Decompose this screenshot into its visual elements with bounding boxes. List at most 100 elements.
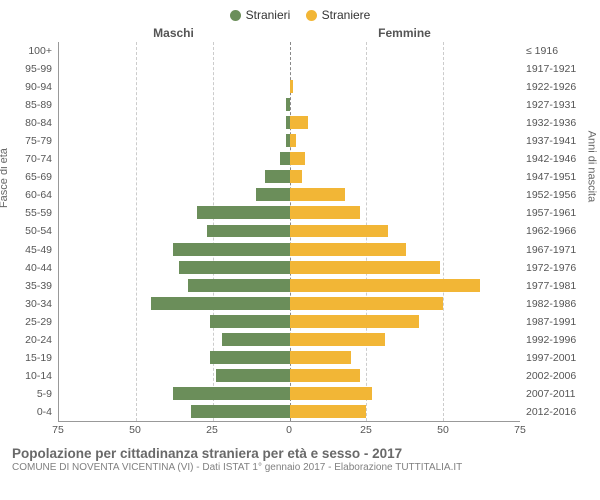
- x-tick-label: 25: [360, 424, 372, 436]
- swatch-female: [306, 10, 317, 21]
- bar-female: [290, 369, 361, 382]
- bar-female: [290, 225, 388, 238]
- bar-male: [210, 351, 290, 364]
- bar-row: [59, 96, 520, 114]
- bar-female: [290, 206, 361, 219]
- bar-row: [59, 114, 520, 132]
- bar-row: [59, 132, 520, 150]
- bar-male: [207, 225, 290, 238]
- bar-male: [173, 243, 290, 256]
- legend-label-female: Straniere: [322, 8, 371, 22]
- bar-row: [59, 402, 520, 420]
- birth-year-label: 1967-1971: [526, 244, 590, 256]
- bar-male: [151, 297, 289, 310]
- bar-male: [256, 188, 290, 201]
- x-tick-label: 50: [437, 424, 449, 436]
- age-label: 60-64: [10, 189, 52, 201]
- bar-female: [290, 333, 385, 346]
- birth-year-label: 1922-1926: [526, 81, 590, 93]
- y-axis-right: Anni di nascita ≤ 19161917-19211922-1926…: [520, 42, 590, 422]
- bar-row: [59, 366, 520, 384]
- age-label: 75-79: [10, 135, 52, 147]
- bar-row: [59, 42, 520, 60]
- bar-male: [210, 315, 290, 328]
- age-label: 100+: [10, 45, 52, 57]
- bar-female: [290, 152, 305, 165]
- x-tick-label: 75: [52, 424, 64, 436]
- bar-female: [290, 80, 293, 93]
- bar-row: [59, 186, 520, 204]
- birth-year-label: 1942-1946: [526, 153, 590, 165]
- bar-row: [59, 168, 520, 186]
- birth-year-label: ≤ 1916: [526, 45, 590, 57]
- age-label: 20-24: [10, 334, 52, 346]
- bar-female: [290, 261, 441, 274]
- bar-male: [191, 405, 289, 418]
- swatch-male: [230, 10, 241, 21]
- y-axis-right-label: Anni di nascita: [586, 130, 598, 202]
- bar-female: [290, 315, 419, 328]
- birth-year-label: 1932-1936: [526, 117, 590, 129]
- age-label: 25-29: [10, 316, 52, 328]
- bar-female: [290, 387, 373, 400]
- y-axis-left: Fasce di età 100+95-9990-9485-8980-8475-…: [10, 42, 58, 422]
- birth-year-label: 1987-1991: [526, 316, 590, 328]
- age-label: 50-54: [10, 225, 52, 237]
- bar-male: [216, 369, 290, 382]
- bar-row: [59, 276, 520, 294]
- birth-year-label: 2012-2016: [526, 406, 590, 418]
- birth-year-label: 1917-1921: [526, 63, 590, 75]
- x-tick-label: 0: [286, 424, 292, 436]
- age-label: 95-99: [10, 63, 52, 75]
- bar-row: [59, 312, 520, 330]
- x-axis-ticks: 7550250255075: [58, 422, 520, 440]
- bar-row: [59, 222, 520, 240]
- bar-female: [290, 297, 444, 310]
- bar-row: [59, 150, 520, 168]
- bar-male: [222, 333, 290, 346]
- bar-male: [179, 261, 290, 274]
- bars-area: [58, 42, 520, 422]
- age-label: 65-69: [10, 171, 52, 183]
- bar-row: [59, 384, 520, 402]
- age-label: 90-94: [10, 81, 52, 93]
- age-label: 55-59: [10, 207, 52, 219]
- birth-year-label: 1997-2001: [526, 352, 590, 364]
- bar-female: [290, 188, 345, 201]
- legend-item-male: Stranieri: [230, 8, 291, 22]
- bar-female: [290, 279, 481, 292]
- bar-row: [59, 348, 520, 366]
- bar-row: [59, 294, 520, 312]
- birth-year-label: 1957-1961: [526, 207, 590, 219]
- chart-subtitle: COMUNE DI NOVENTA VICENTINA (VI) - Dati …: [12, 462, 588, 473]
- bar-female: [290, 170, 302, 183]
- bar-row: [59, 258, 520, 276]
- birth-year-label: 1977-1981: [526, 280, 590, 292]
- age-label: 5-9: [10, 388, 52, 400]
- birth-year-label: 1992-1996: [526, 334, 590, 346]
- x-tick-label: 75: [514, 424, 526, 436]
- bar-female: [290, 134, 296, 147]
- birth-year-label: 1947-1951: [526, 171, 590, 183]
- x-axis: 75 50 25 0 25 50 75: [10, 422, 590, 440]
- x-tick-label: 25: [206, 424, 218, 436]
- age-label: 70-74: [10, 153, 52, 165]
- legend: Stranieri Straniere: [10, 8, 590, 24]
- bar-male: [265, 170, 290, 183]
- bar-male: [173, 387, 290, 400]
- birth-year-label: 2002-2006: [526, 370, 590, 382]
- bar-row: [59, 240, 520, 258]
- birth-year-label: 2007-2011: [526, 388, 590, 400]
- birth-year-label: 1937-1941: [526, 135, 590, 147]
- y-axis-left-label: Fasce di età: [0, 148, 10, 208]
- birth-year-label: 1952-1956: [526, 189, 590, 201]
- birth-year-label: 1927-1931: [526, 99, 590, 111]
- bar-row: [59, 330, 520, 348]
- bar-male: [280, 152, 289, 165]
- age-label: 35-39: [10, 280, 52, 292]
- x-tick-label: 50: [129, 424, 141, 436]
- bar-row: [59, 204, 520, 222]
- birth-year-label: 1982-1986: [526, 298, 590, 310]
- chart-footer: Popolazione per cittadinanza straniera p…: [10, 446, 590, 473]
- legend-item-female: Straniere: [306, 8, 371, 22]
